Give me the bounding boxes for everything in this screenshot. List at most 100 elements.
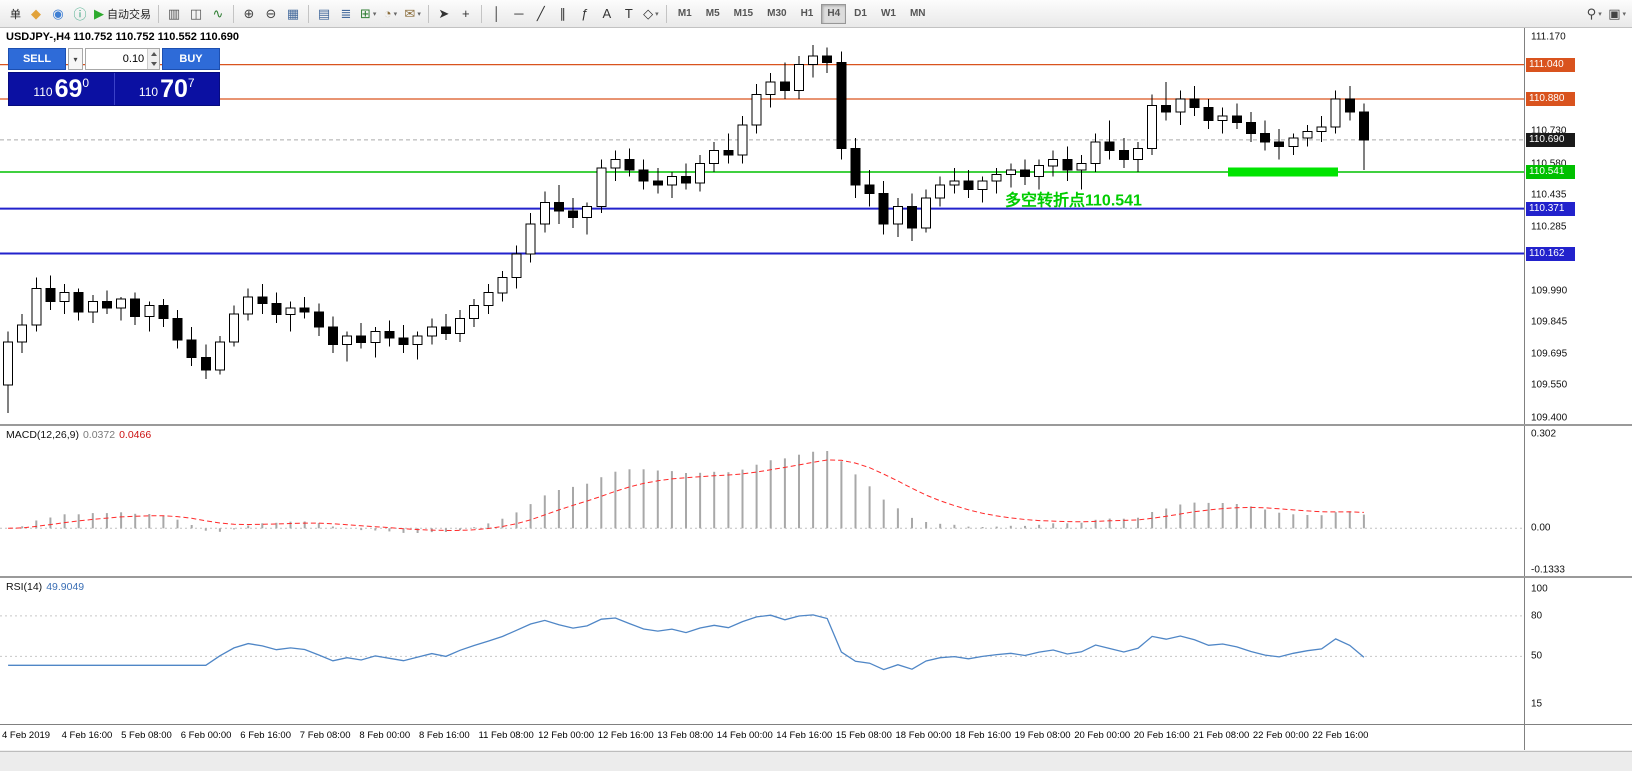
rsi-canvas[interactable] — [0, 578, 1524, 724]
bar-chart-button[interactable]: ▥ — [167, 5, 181, 21]
time-tick: 20 Feb 16:00 — [1133, 730, 1190, 741]
volume-up-icon[interactable] — [148, 49, 159, 59]
toolbar-separator — [158, 4, 159, 23]
text-button[interactable]: A — [602, 6, 612, 21]
trendline-button[interactable]: ╱ — [536, 5, 545, 21]
arrows-button[interactable]: ◇ ▾ — [643, 5, 659, 21]
chart-profiles-button[interactable]: ◔ ▾ — [383, 6, 398, 21]
price-badge-resistance-upper: 111.040 — [1526, 57, 1575, 72]
time-tick: 21 Feb 08:00 — [1193, 730, 1250, 741]
toolbar-separator — [427, 4, 429, 23]
chart-window: 多空转折点110.541 USDJPY-,H4 110.752 110.752 … — [0, 28, 1632, 750]
time-tick: 13 Feb 08:00 — [657, 730, 714, 741]
timeframe-m1-button[interactable]: M1 — [677, 8, 692, 19]
zoom-in-button[interactable]: ⊕ — [243, 5, 255, 21]
layouts-button[interactable]: ▣ ▾ — [1608, 5, 1626, 21]
templates-button[interactable]: ✉ ▾ — [404, 5, 421, 21]
macd-histogram — [21, 451, 1365, 533]
equidistant-channel-button[interactable]: ∥ — [559, 5, 567, 21]
timeframe-m5-button[interactable]: M5 — [705, 8, 720, 19]
autotrading-button[interactable]: ▶ 自动交易 — [94, 5, 151, 21]
label-button[interactable]: T — [624, 6, 633, 21]
price-tick: 109.400 — [1531, 412, 1568, 423]
line-chart-button[interactable]: ∿ — [212, 5, 224, 21]
candlestick-chart-button[interactable]: ◫ — [189, 5, 203, 21]
time-tick: 6 Feb 00:00 — [180, 730, 232, 741]
time-tick: 8 Feb 00:00 — [359, 730, 411, 741]
search-button[interactable]: ⚲ ▾ — [1586, 5, 1602, 21]
timeframe-w1-button[interactable]: W1 — [880, 8, 896, 19]
timeframe-h4-button[interactable]: H4 — [821, 3, 847, 24]
cursor-button[interactable]: ➤ — [438, 5, 450, 21]
buy-price-sup: 7 — [187, 76, 195, 90]
price-axis[interactable]: 111.170 110.730 110.580 110.435 110.285 109.9… — [1524, 28, 1632, 750]
pivot-annotation: 多空转折点110.541 — [1005, 191, 1142, 210]
time-axis-divider — [0, 724, 1632, 725]
price-tick: 109.695 — [1531, 348, 1568, 360]
support-icon[interactable]: ⓘ — [73, 7, 87, 22]
main-chart-canvas[interactable]: 多空转折点110.541 — [0, 28, 1524, 424]
timeframe-d1-button[interactable]: D1 — [854, 8, 867, 19]
volume-dropdown-icon[interactable] — [68, 48, 83, 70]
panel-splitter[interactable] — [0, 424, 1632, 426]
macd-canvas[interactable] — [0, 426, 1524, 576]
price-badge-support-lower: 110.162 — [1526, 246, 1575, 261]
timeframe-m15-button[interactable]: M15 — [733, 8, 754, 19]
price-tick: 110.435 — [1531, 189, 1567, 201]
price-badge-resistance-lower: 110.880 — [1526, 92, 1575, 106]
price-badge-pivot: 110.541 — [1526, 165, 1575, 179]
accounts-icon[interactable]: ◉ — [52, 5, 64, 21]
rsi-panel: RSI(14) 49.9049 — [0, 578, 1524, 724]
vertical-line-button[interactable]: │ — [492, 6, 501, 21]
metatrader-icon[interactable]: ◆ — [31, 5, 41, 21]
rsi-tick: 100 — [1531, 583, 1548, 595]
sell-button[interactable]: SELL — [8, 48, 66, 70]
time-tick: 15 Feb 08:00 — [835, 730, 892, 741]
one-click-trading-panel: SELL BUY 110 69 0 — [8, 48, 220, 106]
time-tick: 18 Feb 00:00 — [895, 730, 952, 741]
panel-splitter[interactable] — [0, 576, 1632, 578]
volume-input[interactable] — [86, 49, 148, 69]
arrange-windows-button[interactable]: ≣ — [340, 5, 352, 21]
buy-price-main: 110 — [138, 85, 159, 99]
horizontal-line-button[interactable]: ─ — [514, 6, 524, 21]
timeframe-h1-button[interactable]: H1 — [800, 8, 814, 19]
time-tick: 4 Feb 2019 — [2, 730, 51, 741]
buy-price[interactable]: 110 70 7 — [115, 73, 220, 105]
price-tick: 109.845 — [1531, 316, 1568, 328]
volume-down-icon[interactable] — [148, 59, 159, 69]
price-badge-support-upper: 110.371 — [1526, 201, 1575, 216]
new-chart-button[interactable]: ⊞ ▾ — [360, 5, 377, 21]
crosshair-button[interactable]: + — [462, 6, 470, 21]
sell-price-main: 110 — [33, 85, 53, 99]
price-tick: 110.580 — [1531, 158, 1567, 170]
rsi-label: RSI(14) 49.9049 — [6, 581, 85, 593]
cascade-windows-button[interactable]: ▤ — [317, 5, 331, 21]
price-tick: 109.990 — [1531, 285, 1568, 297]
buy-button[interactable]: BUY — [162, 48, 220, 70]
tile-windows-button[interactable]: ▦ — [286, 5, 300, 21]
price-tick: 109.550 — [1531, 379, 1568, 391]
price-tick: 110.285 — [1531, 221, 1567, 233]
new-order-button[interactable]: 单 — [10, 8, 21, 21]
time-tick: 12 Feb 16:00 — [597, 730, 654, 741]
time-axis[interactable]: 4 Feb 2019 4 Feb 16:00 5 Feb 08:00 6 Feb 00… — [0, 725, 1524, 750]
sell-price[interactable]: 110 69 0 — [9, 73, 115, 105]
time-tick: 22 Feb 00:00 — [1252, 730, 1309, 741]
toolbar-separator — [665, 4, 667, 23]
chart-ohlc-header: USDJPY-,H4 110.752 110.752 110.552 110.6… — [6, 31, 240, 43]
timeframe-m30-button[interactable]: M30 — [767, 8, 787, 19]
timeframe-mn-button[interactable]: MN — [909, 8, 926, 19]
zoom-out-button[interactable]: ⊖ — [265, 5, 277, 21]
fibonacci-button[interactable]: ƒ — [581, 6, 589, 21]
sell-price-sup: 0 — [82, 76, 90, 90]
volume-spin-buttons — [147, 49, 159, 69]
macd-label: MACD(12,26,9) 0.0372 0.0466 — [6, 429, 152, 441]
macd-tick: -0.1333 — [1531, 564, 1565, 576]
time-tick: 6 Feb 16:00 — [240, 730, 292, 741]
window-bottom — [0, 751, 1632, 771]
toolbar-separator — [480, 4, 482, 23]
time-tick: 12 Feb 00:00 — [538, 730, 595, 741]
macd-tick: 0.00 — [1531, 522, 1551, 534]
